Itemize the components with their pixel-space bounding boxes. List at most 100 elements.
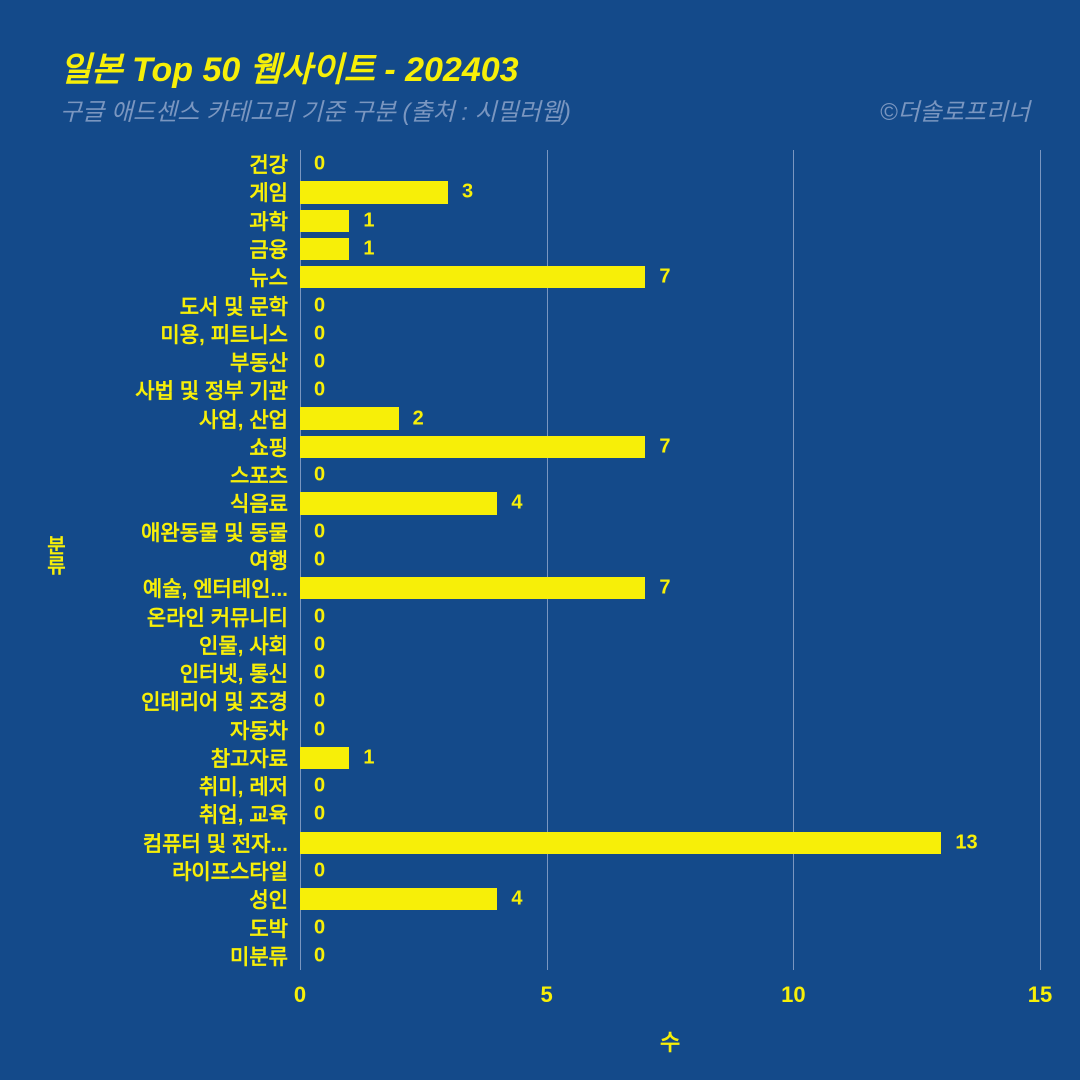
bar-row: 자동차0 xyxy=(300,716,1040,744)
value-label: 2 xyxy=(413,407,424,430)
category-label: 도박 xyxy=(249,913,288,943)
bar-row: 예술, 엔터테인...7 xyxy=(300,574,1040,602)
value-label: 0 xyxy=(314,351,325,374)
bar-row: 온라인 커뮤니티0 xyxy=(300,602,1040,630)
bar-row: 미분류0 xyxy=(300,942,1040,970)
bar-row: 인물, 사회0 xyxy=(300,631,1040,659)
x-axis-label: 수 xyxy=(660,1025,680,1057)
value-label: 0 xyxy=(314,294,325,317)
value-label: 0 xyxy=(314,944,325,967)
gridline xyxy=(1040,150,1041,970)
bar xyxy=(300,888,497,910)
chart-title: 일본 Top 50 웹사이트 - 202403 xyxy=(60,42,519,91)
bar-row: 식음료4 xyxy=(300,489,1040,517)
bar-row: 게임3 xyxy=(300,178,1040,206)
value-label: 1 xyxy=(363,209,374,232)
bar-row: 뉴스7 xyxy=(300,263,1040,291)
value-label: 0 xyxy=(314,633,325,656)
bar-row: 미용, 피트니스0 xyxy=(300,320,1040,348)
bar-row: 건강0 xyxy=(300,150,1040,178)
chart-subtitle: 구글 애드센스 카테고리 기준 구분 (출처 : 시밀러웹) xyxy=(60,92,571,127)
bar-row: 도박0 xyxy=(300,913,1040,941)
bar-row: 취미, 레저0 xyxy=(300,772,1040,800)
bar-row: 컴퓨터 및 전자...13 xyxy=(300,829,1040,857)
category-label: 인테리어 및 조경 xyxy=(141,686,288,716)
value-label: 0 xyxy=(314,322,325,345)
bar-row: 성인4 xyxy=(300,885,1040,913)
bar xyxy=(300,210,349,232)
bar xyxy=(300,747,349,769)
bar-row: 참고자료1 xyxy=(300,744,1040,772)
chart-credit: ©더솔로프리너 xyxy=(880,92,1030,127)
value-label: 0 xyxy=(314,690,325,713)
value-label: 0 xyxy=(314,718,325,741)
bar-row: 애완동물 및 동물0 xyxy=(300,518,1040,546)
value-label: 3 xyxy=(462,181,473,204)
bar-row: 인테리어 및 조경0 xyxy=(300,687,1040,715)
bar xyxy=(300,492,497,514)
value-label: 7 xyxy=(659,266,670,289)
category-label: 자동차 xyxy=(230,715,288,745)
bar-row: 금융1 xyxy=(300,235,1040,263)
category-label: 부동산 xyxy=(230,347,288,377)
category-label: 참고자료 xyxy=(211,743,288,773)
bar-row: 스포츠0 xyxy=(300,461,1040,489)
value-label: 1 xyxy=(363,746,374,769)
category-label: 건강 xyxy=(249,149,288,179)
x-tick-label: 0 xyxy=(294,982,306,1008)
category-label: 도서 및 문학 xyxy=(180,291,288,321)
category-label: 게임 xyxy=(249,177,288,207)
category-label: 인터넷, 통신 xyxy=(180,658,288,688)
x-tick-label: 15 xyxy=(1028,982,1052,1008)
x-tick-label: 10 xyxy=(781,982,805,1008)
bar-row: 사업, 산업2 xyxy=(300,404,1040,432)
category-label: 식음료 xyxy=(230,488,288,518)
bar-row: 과학1 xyxy=(300,207,1040,235)
category-label: 인물, 사회 xyxy=(199,630,288,660)
bar xyxy=(300,266,645,288)
bar-row: 도서 및 문학0 xyxy=(300,291,1040,319)
bar xyxy=(300,832,941,854)
y-axis-label: 분류 xyxy=(40,535,69,575)
category-label: 라이프스타일 xyxy=(172,856,288,886)
category-label: 스포츠 xyxy=(230,460,288,490)
value-label: 0 xyxy=(314,464,325,487)
bar xyxy=(300,577,645,599)
bar xyxy=(300,436,645,458)
value-label: 0 xyxy=(314,520,325,543)
bar-row: 부동산0 xyxy=(300,348,1040,376)
category-label: 성인 xyxy=(249,884,288,914)
bar xyxy=(300,407,399,429)
category-label: 컴퓨터 및 전자... xyxy=(143,828,288,858)
category-label: 뉴스 xyxy=(249,262,288,292)
value-label: 0 xyxy=(314,775,325,798)
category-label: 예술, 엔터테인... xyxy=(143,573,288,603)
bar-row: 여행0 xyxy=(300,546,1040,574)
bar xyxy=(300,238,349,260)
value-label: 0 xyxy=(314,662,325,685)
value-label: 0 xyxy=(314,605,325,628)
category-label: 쇼핑 xyxy=(249,432,288,462)
category-label: 사업, 산업 xyxy=(199,404,288,434)
category-label: 사법 및 정부 기관 xyxy=(135,375,288,405)
x-tick-label: 5 xyxy=(541,982,553,1008)
value-label: 0 xyxy=(314,860,325,883)
category-label: 과학 xyxy=(249,206,288,236)
chart-plot-area: 건강0게임3과학1금융1뉴스7도서 및 문학0미용, 피트니스0부동산0사법 및… xyxy=(300,150,1040,970)
category-label: 미용, 피트니스 xyxy=(160,319,288,349)
value-label: 13 xyxy=(955,831,977,854)
category-label: 온라인 커뮤니티 xyxy=(147,602,288,632)
value-label: 0 xyxy=(314,153,325,176)
value-label: 4 xyxy=(511,492,522,515)
bar-row: 라이프스타일0 xyxy=(300,857,1040,885)
bar-row: 인터넷, 통신0 xyxy=(300,659,1040,687)
value-label: 0 xyxy=(314,916,325,939)
category-label: 여행 xyxy=(249,545,288,575)
bar-row: 취업, 교육0 xyxy=(300,800,1040,828)
category-label: 취업, 교육 xyxy=(199,799,288,829)
value-label: 7 xyxy=(659,577,670,600)
value-label: 0 xyxy=(314,548,325,571)
bar-row: 쇼핑7 xyxy=(300,433,1040,461)
value-label: 4 xyxy=(511,888,522,911)
value-label: 0 xyxy=(314,803,325,826)
